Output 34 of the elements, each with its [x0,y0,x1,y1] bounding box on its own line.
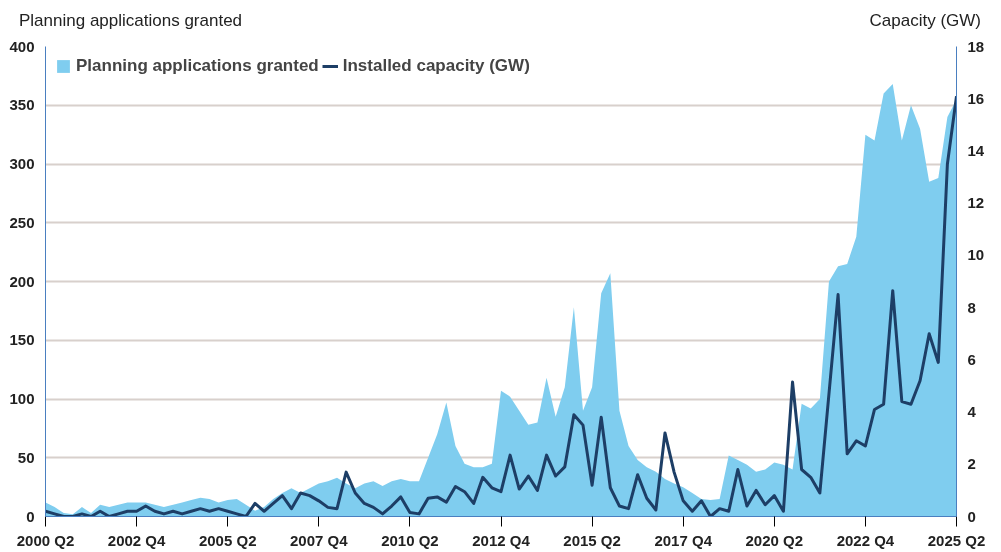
y2-axis-title: Capacity (GW) [869,10,981,32]
y-tick-label: 200 [9,272,35,290]
y-tick-label: 150 [9,331,35,349]
x-tick-label: 2010 Q2 [381,531,439,549]
y-tick-label: 300 [9,155,35,172]
x-tick-label: 2020 Q2 [745,531,804,549]
x-tick-label: 2015 Q2 [563,531,621,549]
y-tick-label: 0 [26,507,35,525]
y2-tick-label: 10 [967,246,985,264]
x-tick-label: 2000 Q2 [16,531,75,549]
y2-tick-label: 0 [967,507,976,525]
y-tick-label: 100 [9,390,35,407]
legend-label: Planning applications granted [76,56,319,76]
x-tick-label: 2025 Q2 [927,531,986,549]
y-tick-label: 50 [17,448,35,466]
y2-tick-label: 2 [967,455,976,473]
x-tick-label: 2022 Q4 [836,531,895,549]
x-tick-label: 2017 Q4 [654,531,713,549]
x-tick-label: 2007 Q4 [290,531,349,549]
x-tick-label: 2002 Q4 [107,531,167,549]
y-axis-title: Planning applications granted [19,10,243,32]
y-tick-label: 250 [9,213,35,231]
x-tick-label: 2005 Q2 [198,531,257,549]
legend-label: Installed capacity (GW) [342,56,530,76]
y-tick-label: 400 [9,37,35,55]
y2-tick-label: 12 [967,194,985,212]
y2-tick-label: 18 [967,37,985,55]
y2-tick-label: 16 [967,89,985,107]
x-tick-label: 2012 Q4 [472,531,531,549]
y2-tick-label: 4 [967,403,977,421]
y2-tick-label: 6 [967,350,976,368]
y2-tick-label: 14 [967,141,985,159]
y2-tick-label: 8 [967,298,976,316]
y-tick-label: 350 [9,96,35,114]
